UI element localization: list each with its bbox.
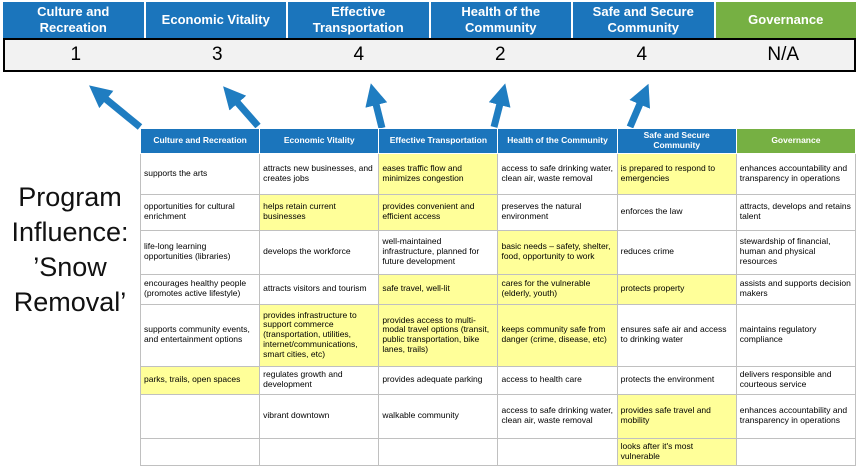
matrix-cell-highlighted: keeps community safe from danger (crime,… — [497, 303, 618, 367]
matrix-cell: reduces crime — [616, 229, 737, 275]
matrix-cell — [378, 437, 499, 466]
matrix-cell: attracts, develops and retains talent — [735, 193, 857, 231]
score-arrows — [89, 83, 651, 130]
matrix-row: life-long learning opportunities (librar… — [139, 229, 857, 275]
score-value-economic-vitality: 3 — [211, 44, 223, 65]
matrix-cell-highlighted: provides safe travel and mobility — [616, 393, 737, 439]
matrix-cell: access to health care — [497, 365, 618, 395]
matrix-cell — [735, 437, 857, 466]
up-arrow-icon — [626, 83, 651, 129]
page-title: Program Influence: ’Snow Removal’ — [0, 180, 140, 320]
banner-cell-health-community: Health of the Community — [430, 2, 571, 38]
banner-label: Effective Transportation — [312, 4, 404, 35]
banner-label: Culture and Recreation — [37, 4, 110, 35]
page-title-line: Removal’ — [13, 287, 127, 318]
score-row: 1 3 4 2 4 N/A — [3, 38, 856, 72]
matrix-column-header: Economic Vitality — [259, 128, 380, 154]
matrix-cell — [259, 437, 380, 466]
matrix-cell: enhances accountability and transparency… — [735, 393, 857, 439]
matrix-cell: regulates growth and development — [259, 365, 380, 395]
matrix-row: parks, trails, open spaces regulates grow… — [139, 365, 857, 395]
matrix-column-header: Health of the Community — [497, 128, 618, 154]
matrix-cell-highlighted: provides infrastructure to support comme… — [259, 303, 380, 367]
matrix-cell-highlighted: parks, trails, open spaces — [139, 365, 261, 395]
matrix-header-row: Culture and Recreation Economic Vitality E… — [139, 128, 857, 154]
influence-matrix: Culture and Recreation Economic Vitality E… — [139, 128, 857, 466]
matrix-cell: access to safe drinking water, clean air… — [497, 152, 618, 195]
matrix-cell: delivers responsible and courteous servi… — [735, 365, 857, 395]
matrix-cell — [497, 437, 618, 466]
matrix-cell: protects the environment — [616, 365, 737, 395]
matrix-cell: enhances accountability and transparency… — [735, 152, 857, 195]
matrix-column-header: Effective Transportation — [378, 128, 499, 154]
banner-cell-economic-vitality: Economic Vitality — [145, 2, 286, 38]
matrix-row: looks after it's most vulnerable — [139, 437, 857, 466]
score-value-safe-secure: 4 — [636, 44, 648, 65]
up-arrow-icon — [223, 86, 261, 129]
matrix-cell: assists and supports decision makers — [735, 273, 857, 305]
banner-cell-governance: Governance — [715, 2, 856, 38]
matrix-row: supports community events, and entertain… — [139, 303, 857, 367]
page-title-line: Program — [18, 182, 122, 212]
page-title-line: ’Snow — [33, 252, 107, 283]
matrix-cell-highlighted: protects property — [616, 273, 737, 305]
score-value-governance: N/A — [767, 44, 800, 65]
matrix-cell-highlighted: basic needs – safety, shelter, food, opp… — [497, 229, 618, 275]
score-value-effective-transportation: 4 — [353, 44, 365, 65]
matrix-cell-highlighted: provides convenient and efficient access — [378, 193, 499, 231]
matrix-cell-highlighted: looks after it's most vulnerable — [616, 437, 737, 466]
matrix-cell — [139, 393, 261, 439]
matrix-body: supports the arts attracts new businesses… — [139, 152, 857, 466]
banner-cell-effective-transportation: Effective Transportation — [288, 2, 429, 38]
matrix-column-header: Safe and Secure Community — [616, 128, 737, 154]
score-value-health-community: 2 — [494, 44, 506, 65]
up-arrow-icon — [89, 85, 143, 130]
banner-label: Economic Vitality — [161, 12, 270, 28]
matrix-row: encourages healthy people (promotes acti… — [139, 273, 857, 305]
matrix-cell — [139, 437, 261, 466]
matrix-column-header: Culture and Recreation — [139, 128, 261, 154]
matrix-column-header: Governance — [735, 128, 857, 154]
banner-label: Governance — [748, 12, 824, 28]
matrix-cell: supports the arts — [139, 152, 261, 195]
matrix-cell: stewardship of financial, human and phys… — [735, 229, 857, 275]
score-value-culture-recreation: 1 — [70, 44, 82, 65]
up-arrow-icon — [488, 83, 511, 128]
matrix-cell: develops the workforce — [259, 229, 380, 275]
banner-cell-safe-secure: Safe and Secure Community — [573, 2, 714, 38]
matrix-cell-highlighted: provides access to multi-modal travel op… — [378, 303, 499, 367]
matrix-row: vibrant downtown walkable community access… — [139, 393, 857, 439]
matrix-cell-highlighted: is prepared to respond to emergencies — [616, 152, 737, 195]
matrix-cell: walkable community — [378, 393, 499, 439]
matrix-cell-highlighted: cares for the vulnerable (elderly, youth… — [497, 273, 618, 305]
banner-label: Safe and Secure Community — [592, 4, 694, 35]
matrix-row: opportunities for cultural enrichment hel… — [139, 193, 857, 231]
matrix-cell: life-long learning opportunities (librar… — [139, 229, 261, 275]
banner-cell-culture-recreation: Culture and Recreation — [3, 2, 144, 38]
matrix-cell: attracts visitors and tourism — [259, 273, 380, 305]
matrix-cell: attracts new businesses, and creates job… — [259, 152, 380, 195]
up-arrow-icon — [365, 83, 388, 129]
matrix-cell-highlighted: safe travel, well-lit — [378, 273, 499, 305]
banner-label: Health of the Community — [461, 4, 541, 35]
matrix-cell: vibrant downtown — [259, 393, 380, 439]
matrix-cell: preserves the natural environment — [497, 193, 618, 231]
page-title-line: Influence: — [11, 217, 129, 248]
matrix-cell: provides adequate parking — [378, 365, 499, 395]
matrix-cell: ensures safe air and access to drinking … — [616, 303, 737, 367]
matrix-cell-highlighted: helps retain current businesses — [259, 193, 380, 231]
matrix-cell: encourages healthy people (promotes acti… — [139, 273, 261, 305]
category-banner: Culture and Recreation Economic Vitality… — [3, 2, 856, 38]
matrix-cell: access to safe drinking water, clean air… — [497, 393, 618, 439]
matrix-cell-highlighted: eases traffic flow and minimizes congest… — [378, 152, 499, 195]
matrix-cell: maintains regulatory compliance — [735, 303, 857, 367]
matrix-row: supports the arts attracts new businesses… — [139, 152, 857, 195]
matrix-cell: enforces the law — [616, 193, 737, 231]
matrix-cell: opportunities for cultural enrichment — [139, 193, 261, 231]
matrix-cell: well-maintained infrastructure, planned … — [378, 229, 499, 275]
matrix-cell: supports community events, and entertain… — [139, 303, 261, 367]
